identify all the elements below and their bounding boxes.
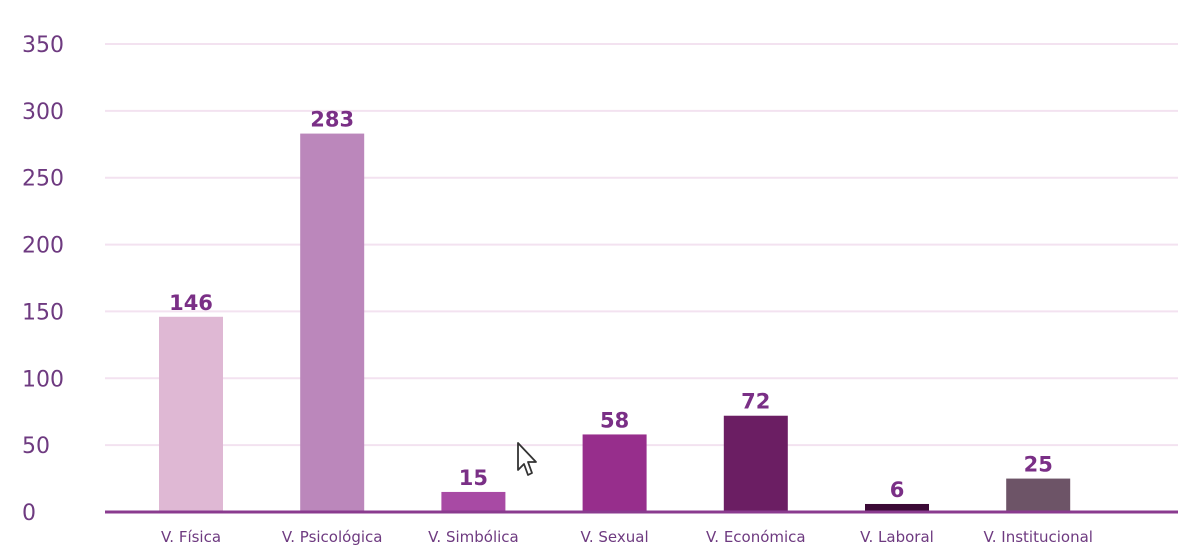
bar xyxy=(441,491,506,512)
x-tick-label: V. Institucional xyxy=(983,528,1093,546)
data-label: 58 xyxy=(600,408,629,432)
gridlines xyxy=(105,43,1178,447)
y-axis-ticks: 0 50 100 150 200 250 300 350 xyxy=(22,33,64,526)
x-tick-label: V. Laboral xyxy=(860,528,934,546)
x-tick-label: V. Simbólica xyxy=(428,528,519,546)
y-tick-label: 250 xyxy=(22,167,64,192)
x-axis-ticks: V. Física V. Psicológica V. Simbólica V. Se… xyxy=(161,528,1093,546)
y-tick-label: 200 xyxy=(22,234,64,259)
y-tick-label: 350 xyxy=(22,33,64,58)
bar xyxy=(865,503,929,512)
data-label: 25 xyxy=(1024,453,1053,477)
y-tick-label: 300 xyxy=(22,100,64,125)
bar xyxy=(159,316,223,512)
bar xyxy=(300,133,365,513)
mouse-cursor-icon xyxy=(517,442,537,476)
data-label: 283 xyxy=(310,108,354,132)
y-tick-label: 0 xyxy=(22,501,36,526)
bars xyxy=(159,133,1071,513)
bar xyxy=(723,415,788,512)
y-tick-label: 150 xyxy=(22,300,64,325)
data-label: 6 xyxy=(890,478,905,502)
x-tick-label: V. Sexual xyxy=(581,528,649,546)
data-label: 15 xyxy=(459,466,488,490)
data-labels: 146 283 15 58 72 6 25 xyxy=(169,108,1053,502)
x-tick-label: V. Psicológica xyxy=(282,528,383,546)
data-label: 72 xyxy=(741,390,770,414)
x-tick-label: V. Económica xyxy=(706,528,806,546)
x-tick-label: V. Física xyxy=(161,528,221,546)
bar xyxy=(1006,478,1071,512)
bar xyxy=(582,434,647,512)
data-label: 146 xyxy=(169,291,213,315)
y-tick-label: 50 xyxy=(22,434,50,459)
y-tick-label: 100 xyxy=(22,367,64,392)
